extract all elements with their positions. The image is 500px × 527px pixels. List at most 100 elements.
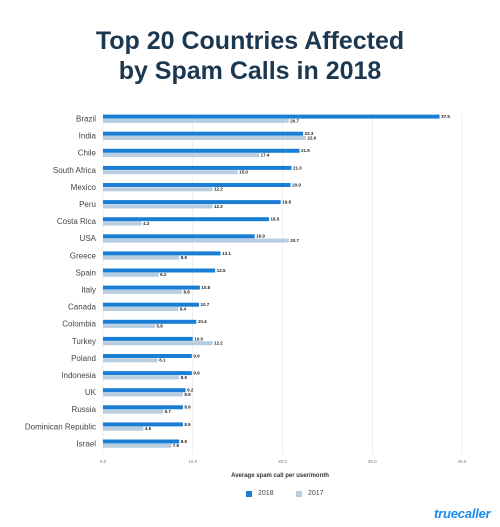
bar-2018-7 bbox=[103, 234, 255, 239]
x-tick-label-3: 30.0 bbox=[368, 459, 377, 464]
value-label-2018-13: 10.0 bbox=[194, 336, 203, 341]
value-label-2017-13: 12.2 bbox=[214, 341, 223, 346]
value-label-2017-18: 4.5 bbox=[145, 426, 152, 431]
value-label-2018-19: 8.5 bbox=[181, 439, 188, 444]
value-label-2017-14: 6.1 bbox=[159, 358, 166, 363]
category-label-14: Poland bbox=[71, 354, 96, 363]
value-label-2018-9: 12.5 bbox=[217, 268, 226, 273]
bar-2018-8 bbox=[103, 251, 221, 256]
legend-swatch-2017 bbox=[296, 491, 302, 497]
bar-2018-17 bbox=[103, 405, 183, 410]
category-label-1: India bbox=[79, 132, 97, 141]
bar-2017-4 bbox=[103, 187, 213, 192]
value-label-2017-5: 12.2 bbox=[214, 204, 223, 209]
value-label-2018-14: 9.9 bbox=[193, 353, 200, 358]
bar-2018-3 bbox=[103, 165, 292, 170]
value-label-2017-15: 8.5 bbox=[181, 375, 188, 380]
x-tick-label-2: 20.0 bbox=[278, 459, 287, 464]
x-tick-label-1: 10.0 bbox=[188, 459, 197, 464]
value-label-2017-6: 4.3 bbox=[143, 221, 150, 226]
bar-2017-0 bbox=[103, 118, 289, 123]
value-label-2017-17: 6.7 bbox=[165, 409, 172, 414]
legend-label-2017: 2017 bbox=[308, 490, 324, 497]
category-label-3: South Africa bbox=[53, 166, 97, 175]
category-label-13: Turkey bbox=[72, 337, 96, 346]
bar-2018-11 bbox=[103, 302, 200, 307]
bar-2017-14 bbox=[103, 358, 158, 363]
bar-2017-7 bbox=[103, 238, 289, 243]
value-label-2018-11: 10.7 bbox=[201, 302, 210, 307]
bar-2017-12 bbox=[103, 324, 156, 329]
bar-2018-9 bbox=[103, 268, 216, 273]
category-label-10: Italy bbox=[81, 286, 96, 295]
category-label-12: Colombia bbox=[62, 320, 96, 329]
value-label-2018-0: 37.5 bbox=[441, 114, 450, 119]
value-label-2017-16: 8.9 bbox=[184, 392, 191, 397]
bar-2017-6 bbox=[103, 221, 142, 226]
legend-label-2018: 2018 bbox=[258, 490, 274, 497]
value-label-2017-7: 20.7 bbox=[290, 238, 299, 243]
value-label-2018-8: 13.1 bbox=[222, 251, 231, 256]
bar-2017-13 bbox=[103, 341, 213, 346]
bar-2017-2 bbox=[103, 153, 260, 158]
value-label-2018-5: 19.8 bbox=[282, 200, 291, 205]
category-label-5: Peru bbox=[79, 200, 96, 209]
value-label-2018-10: 10.8 bbox=[201, 285, 210, 290]
value-label-2018-2: 21.9 bbox=[301, 148, 310, 153]
category-label-6: Costa Rica bbox=[57, 217, 97, 226]
value-label-2017-9: 6.2 bbox=[160, 272, 167, 277]
chart-title-line-2: by Spam Calls in 2018 bbox=[118, 57, 382, 85]
bar-2017-19 bbox=[103, 443, 172, 448]
bar-2018-18 bbox=[103, 422, 183, 427]
value-label-2017-8: 8.5 bbox=[181, 255, 188, 260]
value-label-2018-6: 18.5 bbox=[271, 217, 280, 222]
chart-title-line-1: Top 20 Countries Affected bbox=[95, 27, 405, 55]
x-tick-label-0: 0.0 bbox=[100, 459, 107, 464]
category-label-2: Chile bbox=[78, 149, 97, 158]
category-label-16: UK bbox=[85, 388, 97, 397]
bar-2017-9 bbox=[103, 272, 159, 277]
bar-2017-5 bbox=[103, 204, 213, 209]
value-label-2017-12: 5.8 bbox=[157, 324, 164, 329]
bar-2017-17 bbox=[103, 409, 164, 414]
bar-2017-3 bbox=[103, 170, 238, 175]
bar-2018-4 bbox=[103, 183, 291, 187]
bar-2017-15 bbox=[103, 375, 180, 380]
value-label-2018-16: 9.2 bbox=[187, 388, 194, 393]
value-label-2017-11: 8.4 bbox=[180, 306, 187, 311]
x-axis-title: Average spam call per user/month bbox=[231, 473, 329, 479]
bar-2018-2 bbox=[103, 148, 300, 153]
value-label-2017-19: 7.6 bbox=[173, 443, 180, 448]
category-label-11: Canada bbox=[68, 303, 97, 312]
value-label-2017-1: 22.6 bbox=[307, 135, 316, 140]
bar-2018-19 bbox=[103, 439, 180, 444]
bar-2017-16 bbox=[103, 392, 183, 397]
bar-2018-5 bbox=[103, 200, 281, 205]
value-label-2018-17: 8.9 bbox=[184, 405, 191, 410]
value-label-2017-10: 8.8 bbox=[183, 289, 190, 294]
category-label-15: Indonesia bbox=[61, 371, 96, 380]
value-label-2018-12: 10.4 bbox=[198, 319, 207, 324]
bar-2017-1 bbox=[103, 136, 306, 140]
value-label-2018-1: 22.3 bbox=[305, 131, 314, 136]
chart-legend: 2018 2017 bbox=[230, 489, 340, 501]
category-label-19: Israel bbox=[76, 439, 96, 448]
value-label-2018-15: 9.9 bbox=[193, 371, 200, 376]
bar-2018-13 bbox=[103, 336, 193, 341]
x-tick-label-4: 40.0 bbox=[458, 459, 467, 464]
bar-2018-14 bbox=[103, 354, 192, 358]
truecaller-logo: truecaller bbox=[434, 506, 491, 521]
category-label-8: Greece bbox=[70, 251, 97, 260]
category-label-18: Dominican Republic bbox=[25, 422, 96, 431]
bar-2017-18 bbox=[103, 426, 144, 431]
bar-2018-10 bbox=[103, 285, 200, 290]
value-label-2017-3: 15.0 bbox=[239, 170, 248, 175]
value-label-2018-4: 20.9 bbox=[292, 182, 301, 187]
value-label-2018-3: 21.0 bbox=[293, 165, 302, 170]
bar-2018-15 bbox=[103, 371, 192, 376]
value-label-2018-18: 8.9 bbox=[184, 422, 191, 427]
category-label-17: Russia bbox=[72, 405, 97, 414]
chart-title: Top 20 Countries Affected by Spam Calls … bbox=[0, 26, 500, 86]
category-label-9: Spain bbox=[76, 268, 96, 277]
